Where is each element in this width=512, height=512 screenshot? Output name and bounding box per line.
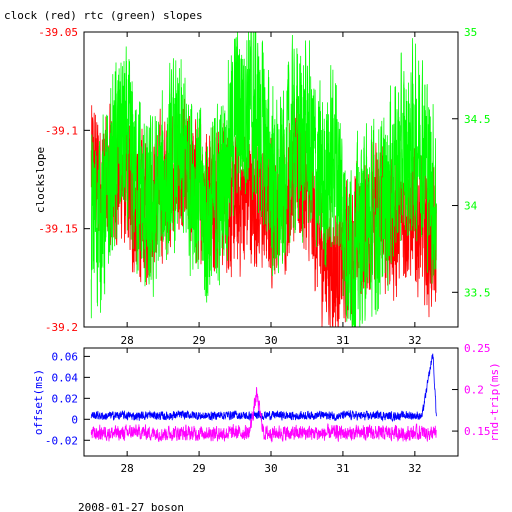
top-panel-ticks: 28 29 30 31 32 -39.05 -39.1 -39.15 -39.2 33.5 34 34… [38,26,490,347]
top-x-tick-label: 32 [408,334,421,347]
bottom-left-tick-label: 0 [71,413,78,426]
top-right-tick-label: 34.5 [464,113,491,126]
bottom-panel-series [90,353,437,443]
chart-title: clock (red) rtc (green) slopes [4,9,203,22]
bottom-series-rnd-trip [90,387,437,443]
top-panel: clockslope 28 29 30 31 32 -39.05 -39.1 -39.15 -3… [34,26,491,347]
top-series-rtc [90,31,437,328]
bottom-left-tick-label: 0.06 [52,350,79,363]
top-left-tick-label: -39.2 [45,321,78,334]
top-left-axis-label: clockslope [34,147,47,213]
footer-label: 2008-01-27 boson [78,501,184,512]
bottom-right-tick-label: 0.2 [464,384,484,397]
top-left-tick-label: -39.15 [38,223,78,236]
bottom-series-offset [90,353,437,423]
top-left-tick-label: -39.05 [38,26,78,39]
top-x-tick-label: 28 [121,334,134,347]
top-panel-series [90,31,437,328]
top-right-tick-label: 33.5 [464,286,491,299]
bottom-x-tick-label: 29 [192,462,205,475]
bottom-x-tick-label: 32 [408,462,421,475]
bottom-x-tick-label: 30 [264,462,277,475]
bottom-right-tick-label: 0.15 [464,425,491,438]
bottom-left-tick-label: 0.04 [52,371,79,384]
bottom-x-tick-label: 31 [336,462,349,475]
top-x-tick-label: 29 [192,334,205,347]
bottom-left-axis-label: offset(ms) [32,369,45,435]
bottom-panel-ticks: 28 29 30 31 32 0.06 0.04 0.02 0 -0.02 0.25 0.2 0.15 [45,342,491,475]
top-left-tick-label: -39.1 [45,124,78,137]
top-right-tick-label: 34 [464,200,478,213]
top-right-tick-label: 35 [464,26,477,39]
bottom-right-axis-label: rnd-trip(ms) [488,362,501,441]
bottom-left-tick-label: -0.02 [45,434,78,447]
bottom-x-tick-label: 28 [121,462,134,475]
top-x-tick-label: 30 [264,334,277,347]
bottom-right-tick-label: 0.25 [464,342,491,355]
bottom-panel: offset(ms) rnd-trip(ms) 28 29 30 31 32 0.06 0.… [32,342,501,475]
top-x-tick-label: 31 [336,334,349,347]
bottom-left-tick-label: 0.02 [52,392,79,405]
